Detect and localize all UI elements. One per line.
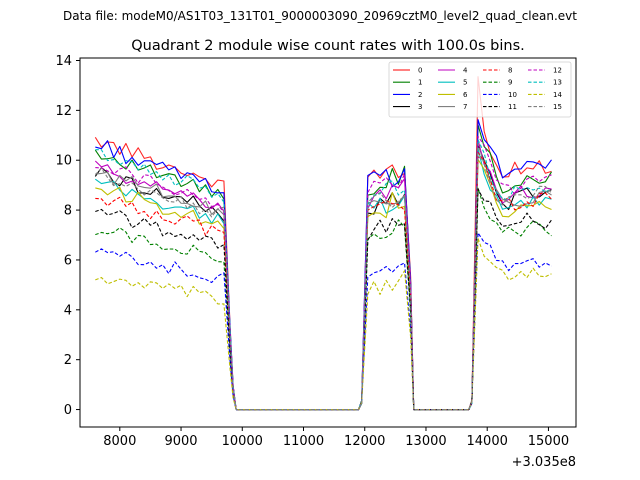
series-line-3 [94,144,552,411]
legend-label-2: 2 [418,91,422,99]
series-line-10 [95,232,552,411]
series-line-0 [94,76,552,411]
legend-label-4: 4 [463,67,468,75]
x-offset-label: +3.035e8 [512,455,576,470]
y-tick-label: 10 [55,154,72,169]
series-line-11 [95,188,552,411]
series-line-12 [95,135,552,411]
legend-label-14: 14 [553,91,562,99]
y-tick-label: 2 [64,353,72,368]
legend-label-11: 11 [508,103,517,111]
legend-label-5: 5 [463,79,467,87]
legend-box [388,61,572,118]
series-line-9 [95,187,552,411]
series-line-2 [95,119,552,411]
x-tick-label: 10000 [222,434,263,449]
series-group [94,76,552,411]
x-tick-label: 12000 [344,434,385,449]
x-tick-label: 8000 [103,434,136,449]
chart-suptitle: Data file: modeM0/AS1T03_131T01_90000030… [63,9,577,23]
series-line-15 [94,143,552,411]
legend-label-12: 12 [553,67,562,75]
x-tick-label: 11000 [283,434,324,449]
legend-label-8: 8 [508,67,512,75]
axes-frame [79,57,577,428]
series-line-13 [95,139,552,411]
x-tick-label: 15000 [528,434,569,449]
chart-title: Quadrant 2 module wise count rates with … [131,38,525,54]
series-line-7 [95,155,552,411]
legend-label-7: 7 [463,103,467,111]
x-tick-label: 13000 [405,434,446,449]
y-tick-label: 8 [64,204,72,219]
legend-label-13: 13 [553,79,562,87]
legend-label-0: 0 [418,67,422,75]
legend-label-9: 9 [508,79,512,87]
y-tick-label: 6 [64,253,72,268]
series-line-8 [95,151,552,411]
series-line-14 [95,237,552,411]
y-tick-label: 0 [64,403,72,418]
legend-label-6: 6 [463,91,468,99]
x-tick-label: 9000 [164,434,197,449]
legend-label-1: 1 [418,79,422,87]
legend-label-3: 3 [418,103,422,111]
series-line-4 [94,139,552,411]
y-tick-label: 4 [64,303,72,318]
y-tick-label: 12 [55,104,72,119]
x-tick-label: 14000 [467,434,508,449]
y-tick-label: 14 [55,54,72,69]
plot-area: 8000 9000 10000 11000 12000 13000 14000 15000 0 2… [55,54,577,470]
legend-label-15: 15 [553,103,562,111]
legend-label-10: 10 [508,91,517,99]
